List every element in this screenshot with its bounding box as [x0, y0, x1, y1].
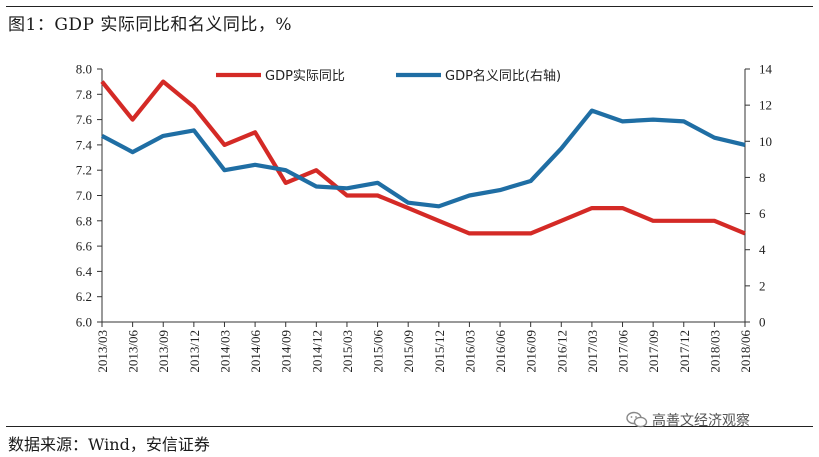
- x-tick-label: 2014/12: [309, 330, 324, 373]
- x-tick-label: 2016/03: [462, 330, 477, 373]
- right-tick-label: 6: [759, 206, 766, 221]
- x-tick-label: 2015/09: [401, 330, 416, 373]
- x-tick-label: 2014/09: [279, 330, 294, 373]
- tick-labels: 6.0 6.2 6.4 6.6 6.8 7.0 7.2 7.4 7.6 7.8 8.0 0 2 4 6 8 10…: [76, 62, 773, 373]
- series-line-nominal-gdp: [101, 108, 746, 209]
- bottom-rule: [6, 426, 813, 427]
- left-tick-label: 6.4: [76, 264, 93, 279]
- x-tick-label: 2017/12: [677, 330, 692, 373]
- left-tick-label: 7.2: [76, 163, 92, 178]
- left-tick-label: 7.4: [76, 137, 93, 152]
- x-tick-label: 2017/03: [585, 330, 600, 373]
- legend: GDP实际同比 GDP名义同比(右轴): [216, 68, 561, 84]
- watermark: 高善文经济观察: [626, 410, 750, 430]
- x-tick-label: 2013/06: [126, 330, 141, 373]
- x-tick-label: 2013/09: [156, 330, 171, 373]
- x-tick-label: 2013/03: [95, 330, 110, 373]
- x-tick-label: 2017/06: [616, 330, 631, 373]
- x-tick-label: 2015/03: [340, 330, 355, 373]
- right-tick-label: 8: [759, 170, 766, 185]
- left-tick-label: 6.2: [76, 289, 92, 304]
- x-tick-label: 2014/06: [248, 330, 263, 373]
- series-lines: [100, 79, 746, 236]
- right-tick-label: 10: [759, 134, 772, 149]
- x-tick-label: 2015/06: [371, 330, 386, 373]
- right-tick-label: 4: [759, 242, 766, 257]
- series-line-real-gdp: [100, 79, 746, 236]
- x-tick-label: 2013/12: [187, 330, 202, 373]
- x-tick-label: 2017/09: [646, 330, 661, 373]
- x-tick-label: 2015/12: [432, 330, 447, 373]
- x-tick-label: 2018/03: [707, 330, 722, 373]
- x-tick-label: 2016/09: [524, 330, 539, 373]
- legend-label: GDP名义同比(右轴): [445, 68, 561, 84]
- right-tick-label: 0: [759, 315, 766, 330]
- left-tick-label: 7.0: [76, 188, 92, 203]
- left-tick-label: 6.0: [76, 315, 92, 330]
- right-tick-label: 14: [759, 62, 773, 77]
- watermark-text: 高善文经济观察: [652, 413, 750, 429]
- figure-title: 图1：GDP 实际同比和名义同比，%: [8, 15, 293, 35]
- source-note: 数据来源：Wind，安信证券: [8, 435, 210, 454]
- right-tick-label: 12: [759, 98, 772, 113]
- x-tick-label: 2016/06: [493, 330, 508, 373]
- x-tick-label: 2014/03: [217, 330, 232, 373]
- x-tick-label: 2018/06: [738, 330, 753, 373]
- legend-label: GDP实际同比: [265, 69, 345, 84]
- top-rule: [6, 6, 813, 7]
- right-tick-label: 2: [759, 278, 766, 293]
- left-tick-label: 6.8: [76, 213, 92, 228]
- x-tick-label: 2016/12: [554, 330, 569, 373]
- left-tick-label: 7.8: [76, 87, 92, 102]
- left-tick-label: 8.0: [76, 62, 92, 77]
- left-tick-label: 7.6: [76, 112, 93, 127]
- left-tick-label: 6.6: [76, 239, 93, 254]
- wechat-icon: [626, 411, 648, 428]
- axes: [97, 68, 750, 327]
